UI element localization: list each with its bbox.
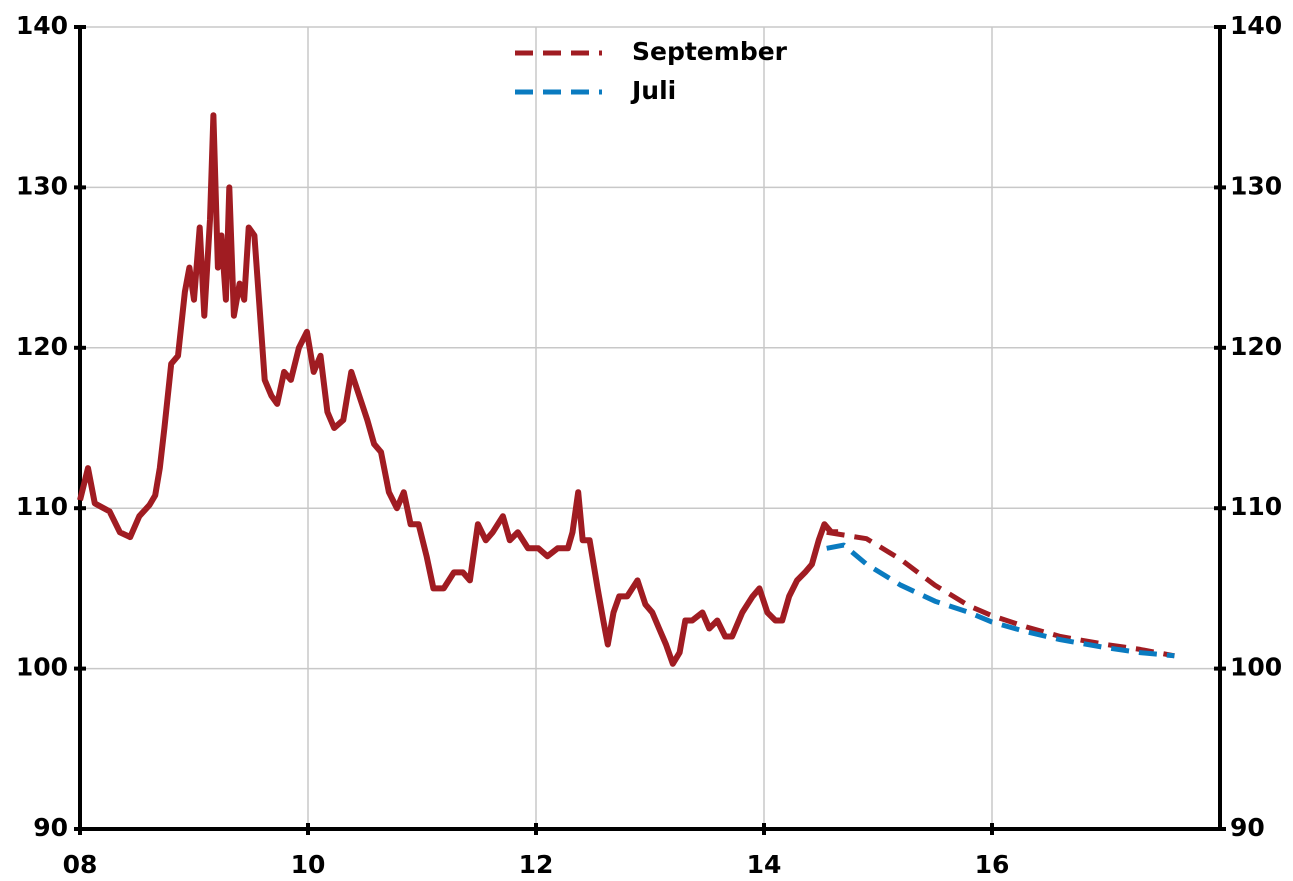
legend-label: September	[632, 37, 788, 66]
y2-tick-label: 130	[1230, 171, 1282, 200]
y-tick-label: 130	[16, 171, 68, 200]
y-tick-label: 110	[16, 492, 68, 521]
x-tick-label: 14	[747, 850, 782, 879]
series-line	[826, 529, 1175, 659]
y-tick-label: 120	[16, 332, 68, 361]
x-tick-label: 16	[975, 850, 1010, 879]
y2-tick-label: 120	[1230, 332, 1282, 361]
x-tick-label: 12	[519, 850, 554, 879]
y-tick-label: 100	[16, 653, 68, 682]
y2-tick-label: 140	[1230, 11, 1282, 40]
legend-label: Juli	[630, 76, 676, 105]
y2-tick-label: 100	[1230, 653, 1282, 682]
x-tick-label: 08	[63, 850, 98, 879]
x-tick-label: 10	[291, 850, 326, 879]
y-tick-label: 90	[33, 813, 68, 842]
y2-tick-label: 110	[1230, 492, 1282, 521]
y-tick-label: 140	[16, 11, 68, 40]
series-line	[826, 542, 1175, 659]
y2-tick-label: 90	[1230, 813, 1265, 842]
series-line	[77, 112, 839, 667]
